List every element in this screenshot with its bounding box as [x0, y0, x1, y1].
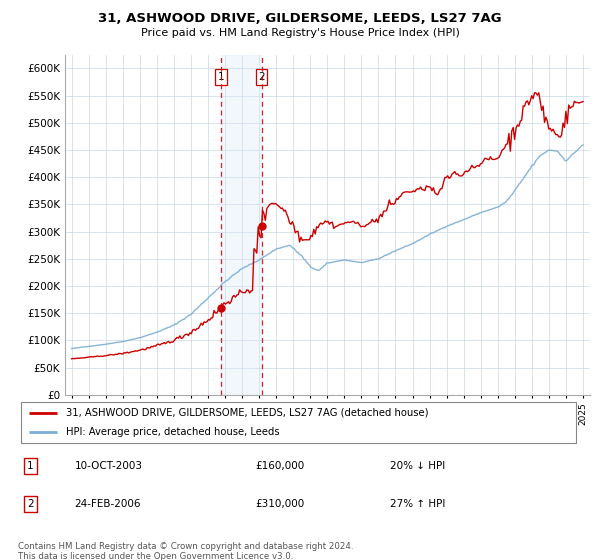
Text: 1: 1: [27, 461, 34, 471]
Text: 1: 1: [218, 72, 224, 82]
Text: £310,000: £310,000: [255, 499, 304, 509]
Text: HPI: Average price, detached house, Leeds: HPI: Average price, detached house, Leed…: [66, 427, 280, 437]
Text: 31, ASHWOOD DRIVE, GILDERSOME, LEEDS, LS27 7AG (detached house): 31, ASHWOOD DRIVE, GILDERSOME, LEEDS, LS…: [66, 408, 428, 418]
Text: 27% ↑ HPI: 27% ↑ HPI: [390, 499, 446, 509]
Bar: [221, 55, 262, 395]
Text: 10-OCT-2003: 10-OCT-2003: [74, 461, 142, 471]
Text: 31, ASHWOOD DRIVE, GILDERSOME, LEEDS, LS27 7AG: 31, ASHWOOD DRIVE, GILDERSOME, LEEDS, LS…: [98, 12, 502, 25]
Text: 20% ↓ HPI: 20% ↓ HPI: [390, 461, 445, 471]
Text: Contains HM Land Registry data © Crown copyright and database right 2024.
This d: Contains HM Land Registry data © Crown c…: [18, 542, 353, 560]
Text: £160,000: £160,000: [255, 461, 304, 471]
Text: Price paid vs. HM Land Registry's House Price Index (HPI): Price paid vs. HM Land Registry's House …: [140, 28, 460, 38]
Text: 24-FEB-2006: 24-FEB-2006: [74, 499, 141, 509]
FancyBboxPatch shape: [21, 402, 577, 443]
Text: 2: 2: [258, 72, 265, 82]
Text: 2: 2: [27, 499, 34, 509]
